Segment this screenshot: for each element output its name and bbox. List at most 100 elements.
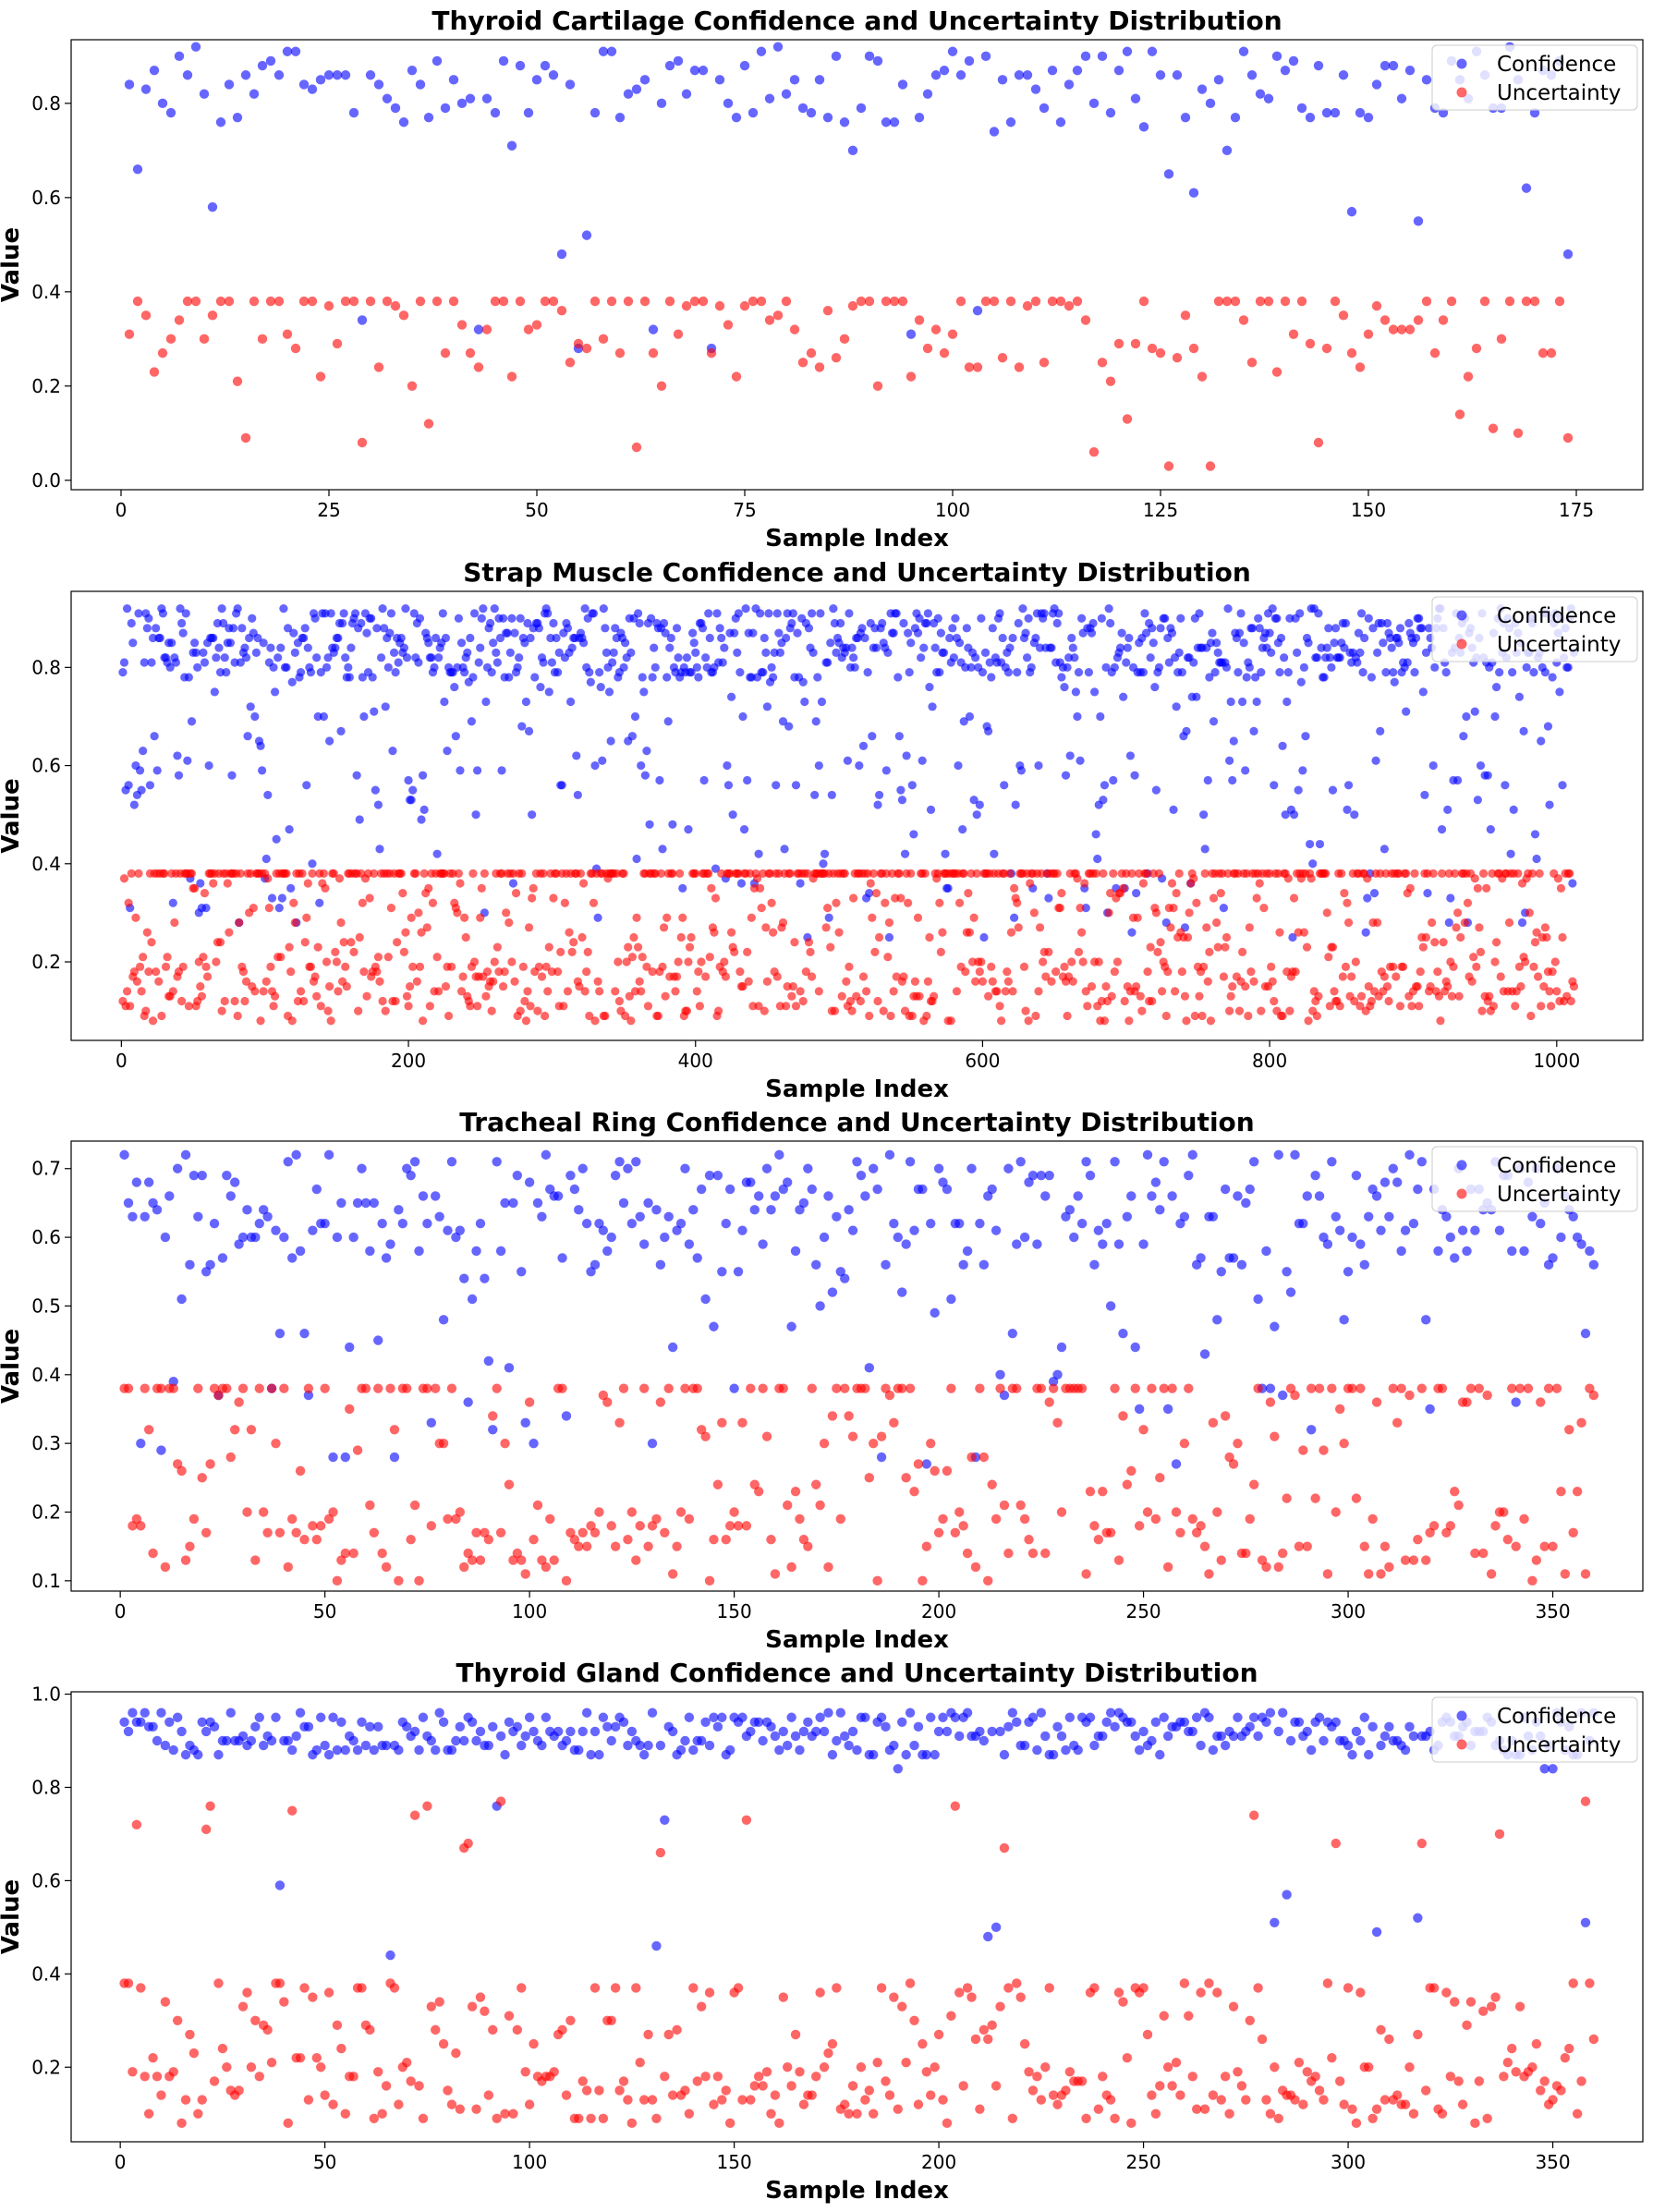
uncertainty-point xyxy=(856,996,865,1006)
uncertainty-point xyxy=(1142,1507,1153,1517)
uncertainty-point xyxy=(235,918,244,928)
uncertainty-point xyxy=(782,1500,793,1511)
confidence-point xyxy=(574,1205,584,1215)
confidence-point xyxy=(843,756,853,765)
confidence-point xyxy=(123,1197,134,1209)
uncertainty-point xyxy=(1067,957,1076,966)
uncertainty-point xyxy=(1474,2076,1485,2086)
confidence-point xyxy=(1068,643,1077,652)
confidence-point xyxy=(1388,60,1399,71)
uncertainty-point xyxy=(246,1425,257,1435)
uncertainty-point xyxy=(434,987,444,996)
uncertainty-point xyxy=(674,957,683,966)
uncertainty-point xyxy=(680,1383,690,1393)
confidence-point xyxy=(840,1273,850,1283)
uncertainty-point xyxy=(897,2001,907,2011)
uncertainty-point xyxy=(1439,938,1448,947)
uncertainty-point xyxy=(635,2058,645,2068)
confidence-point xyxy=(1069,1232,1079,1243)
confidence-point xyxy=(786,1712,796,1722)
uncertainty-point xyxy=(320,1383,330,1393)
uncertainty-point xyxy=(1416,1383,1427,1393)
uncertainty-point xyxy=(691,869,700,879)
uncertainty-point xyxy=(369,2113,379,2123)
uncertainty-point xyxy=(1576,1417,1586,1428)
confidence-point xyxy=(839,117,850,128)
uncertainty-point xyxy=(1113,338,1124,349)
confidence-point xyxy=(791,781,801,790)
uncertainty-point xyxy=(807,1383,817,1393)
confidence-point xyxy=(427,653,436,662)
uncertainty-point xyxy=(692,987,701,996)
uncertainty-point xyxy=(1437,1383,1448,1393)
confidence-point xyxy=(1205,673,1214,682)
confidence-point xyxy=(663,1211,674,1221)
confidence-point xyxy=(503,628,512,638)
confidence-point xyxy=(645,820,654,829)
confidence-point xyxy=(1446,893,1455,903)
confidence-point xyxy=(1061,1744,1071,1756)
confidence-point xyxy=(1380,1731,1391,1742)
confidence-point xyxy=(1305,112,1316,123)
confidence-point xyxy=(1380,845,1389,854)
uncertainty-point xyxy=(1428,1521,1440,1531)
confidence-point xyxy=(643,1740,653,1751)
uncertainty-point xyxy=(1048,2090,1059,2100)
uncertainty-point xyxy=(348,2072,359,2082)
uncertainty-point xyxy=(1275,928,1284,937)
uncertainty-point xyxy=(163,953,172,962)
confidence-point xyxy=(850,662,859,672)
uncertainty-point xyxy=(1396,1383,1406,1393)
legend-marker xyxy=(1456,1739,1467,1750)
confidence-point xyxy=(386,609,396,618)
confidence-point xyxy=(972,306,983,316)
uncertainty-point xyxy=(823,1562,833,1573)
uncertainty-point xyxy=(1222,932,1232,942)
uncertainty-point xyxy=(460,913,469,922)
confidence-point xyxy=(688,1744,699,1756)
confidence-point xyxy=(183,756,192,765)
x-tick-label: 100 xyxy=(512,1600,547,1623)
confidence-point xyxy=(1360,633,1369,643)
uncertainty-point xyxy=(598,334,609,345)
confidence-point xyxy=(407,65,418,76)
x-tick-label: 75 xyxy=(733,499,756,521)
uncertainty-point xyxy=(1105,2095,1116,2105)
uncertainty-point xyxy=(126,1002,135,1011)
uncertainty-point xyxy=(712,1479,723,1489)
confidence-point xyxy=(481,697,491,707)
confidence-point xyxy=(1415,614,1424,623)
confidence-point xyxy=(1261,1246,1271,1257)
confidence-point xyxy=(1040,1731,1051,1742)
confidence-point xyxy=(915,614,924,623)
uncertainty-point xyxy=(594,2085,604,2096)
uncertainty-point xyxy=(822,306,833,316)
uncertainty-point xyxy=(778,918,788,928)
confidence-point xyxy=(1150,682,1160,692)
uncertainty-point xyxy=(524,2099,535,2109)
uncertainty-point xyxy=(1540,923,1550,932)
confidence-point xyxy=(1148,624,1157,633)
uncertainty-point xyxy=(1556,883,1566,893)
uncertainty-point xyxy=(1531,1555,1542,1565)
confidence-point xyxy=(456,98,468,109)
confidence-point xyxy=(372,624,382,633)
confidence-point xyxy=(1289,810,1299,820)
confidence-point xyxy=(214,643,224,652)
confidence-point xyxy=(1363,112,1374,123)
confidence-point xyxy=(370,707,379,716)
confidence-point xyxy=(222,668,231,677)
uncertainty-point xyxy=(500,967,509,977)
uncertainty-point xyxy=(1052,1417,1063,1428)
uncertainty-point xyxy=(1511,1541,1521,1551)
uncertainty-point xyxy=(308,1521,318,1531)
uncertainty-point xyxy=(402,991,412,1001)
uncertainty-point xyxy=(265,296,276,307)
confidence-point xyxy=(185,1259,195,1270)
uncertainty-point xyxy=(431,2024,441,2036)
uncertainty-point xyxy=(517,869,527,879)
uncertainty-point xyxy=(560,898,569,907)
uncertainty-point xyxy=(456,320,468,330)
uncertainty-point xyxy=(1031,1011,1040,1021)
